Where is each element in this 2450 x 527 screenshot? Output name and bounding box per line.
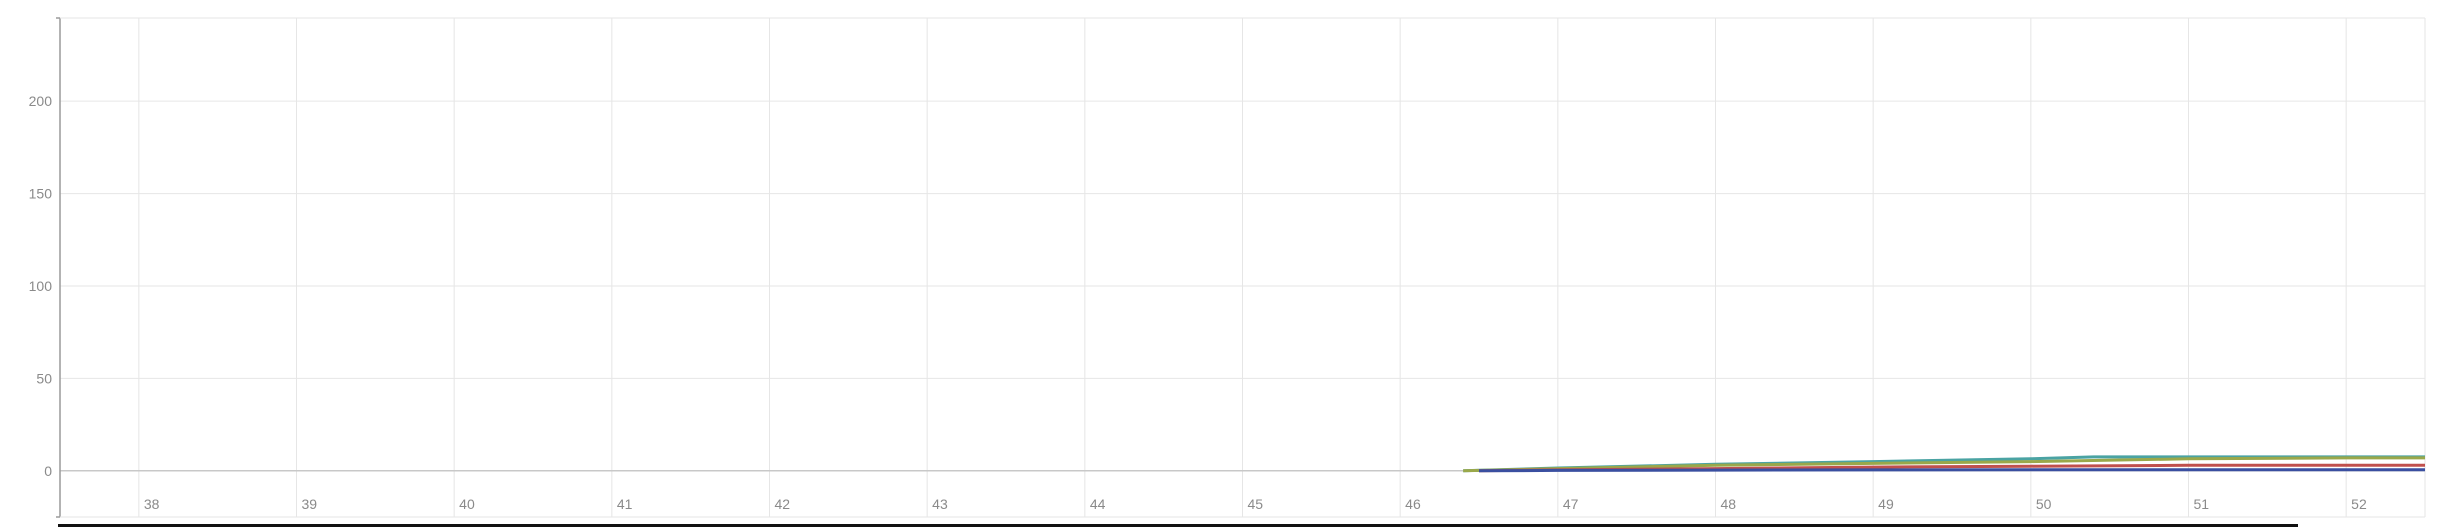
horizontal-scrollbar[interactable] — [58, 524, 2298, 527]
x-tick-label: 50 — [2036, 496, 2052, 512]
x-tick-label: 47 — [1563, 496, 1579, 512]
series-lines — [1463, 455, 2425, 473]
series-line-2 — [1463, 456, 2425, 473]
axes — [56, 17, 2426, 518]
y-tick-label: 50 — [36, 370, 52, 386]
x-tick-label: 48 — [1721, 496, 1737, 512]
x-tick-label: 49 — [1878, 496, 1894, 512]
x-tick-label: 43 — [932, 496, 948, 512]
x-tick-label: 52 — [2351, 496, 2367, 512]
series-line-4 — [1478, 468, 2425, 473]
x-tick-label: 40 — [459, 496, 475, 512]
x-tick-label: 44 — [1090, 496, 1106, 512]
x-tick-label: 51 — [2194, 496, 2210, 512]
y-tick-label: 100 — [29, 278, 53, 294]
x-tick-label: 42 — [775, 496, 791, 512]
grid — [60, 18, 2425, 517]
y-tick-label: 150 — [29, 186, 53, 202]
tick-labels: 38 39 40 41 42 43 44 45 46 47 48 49 50 51 52 0 50 100 150 2… — [29, 93, 2367, 512]
y-tick-label: 0 — [44, 463, 52, 479]
x-tick-label: 45 — [1248, 496, 1264, 512]
x-tick-label: 38 — [144, 496, 160, 512]
x-tick-label: 41 — [617, 496, 633, 512]
x-tick-label: 46 — [1405, 496, 1421, 512]
x-tick-label: 39 — [302, 496, 318, 512]
y-tick-label: 200 — [29, 93, 53, 109]
